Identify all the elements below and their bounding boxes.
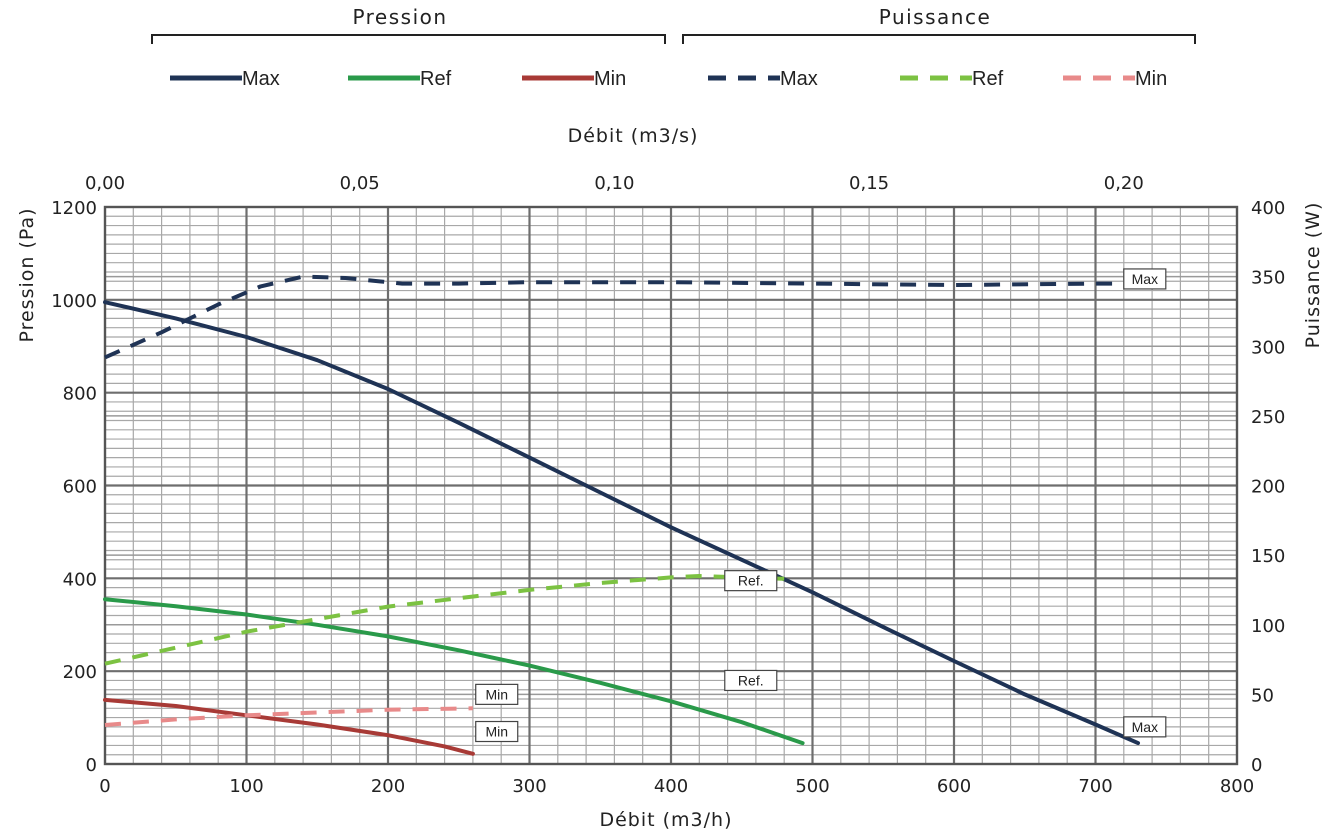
x2-axis-title: Débit (m3/s) xyxy=(568,125,699,147)
y2-tick-label: 0 xyxy=(1251,755,1262,776)
legend-group-title: Puissance xyxy=(879,5,992,29)
x-tick-label: 100 xyxy=(229,776,263,797)
legend-label: Min xyxy=(594,68,626,90)
x-tick-label: 300 xyxy=(512,776,546,797)
legend-group-bracket xyxy=(682,34,1196,44)
series-line-puissance-max xyxy=(104,274,1138,360)
annotation-label: Min xyxy=(475,683,519,705)
x-axis-title: Débit (m3/h) xyxy=(599,809,732,831)
annotation-text: Ref. xyxy=(738,672,764,688)
series-line-pression-min xyxy=(103,697,475,756)
annotation-box xyxy=(1123,268,1167,290)
x-tick-label: 700 xyxy=(1078,776,1112,797)
legend-group-title: Pression xyxy=(352,5,447,29)
annotation-text: Min xyxy=(485,724,508,740)
series-line-puissance-min xyxy=(104,706,473,727)
annotation-label: Min xyxy=(475,720,519,743)
y2-tick-label: 250 xyxy=(1251,407,1285,428)
legend-label: Ref xyxy=(972,68,1004,90)
y-tick-label: 600 xyxy=(63,477,97,498)
annotation-box xyxy=(724,669,778,692)
annotation-label: Max xyxy=(1123,268,1167,290)
x-tick-label: 200 xyxy=(371,776,405,797)
x-tick-label: 600 xyxy=(937,776,971,797)
legend-label: Max xyxy=(780,68,818,90)
x2-tick-label: 0,00 xyxy=(85,173,125,194)
x-tick-label: 0 xyxy=(99,776,110,797)
annotations: Max Max Ref. Ref. Min Min xyxy=(475,268,1167,743)
legend-label: Max xyxy=(242,68,280,90)
y-tick-label: 200 xyxy=(63,662,97,683)
y2-tick-label: 400 xyxy=(1251,198,1285,219)
y-tick-label: 800 xyxy=(63,384,97,405)
annotation-box xyxy=(475,720,519,743)
y2-tick-label: 350 xyxy=(1251,268,1285,289)
grid xyxy=(103,205,1239,766)
y2-tick-label: 300 xyxy=(1251,337,1285,358)
y-tick-label: 1000 xyxy=(51,291,97,312)
legend-group-bracket xyxy=(151,34,666,44)
annotation-box xyxy=(724,570,778,592)
y-tick-label: 0 xyxy=(86,755,97,776)
x2-tick-label: 0,05 xyxy=(340,173,380,194)
x-tick-label: 800 xyxy=(1220,776,1254,797)
y-axis-title: Pression (Pa) xyxy=(16,207,38,342)
series-line-pression-max xyxy=(103,300,1140,746)
x2-tick-label: 0,20 xyxy=(1104,173,1144,194)
y2-tick-label: 150 xyxy=(1251,546,1285,567)
series-line-pression-ref xyxy=(103,597,805,746)
y2-tick-label: 50 xyxy=(1251,685,1274,706)
legend: Pression Puissance Max Ref Min Max Ref Min xyxy=(151,5,1196,90)
x-tick-label: 500 xyxy=(795,776,829,797)
annotation-label: Max xyxy=(1123,716,1167,738)
legend-label: Min xyxy=(1135,68,1167,90)
x2-tick-label: 0,15 xyxy=(849,173,889,194)
legend-label: Ref xyxy=(420,68,452,90)
annotation-box xyxy=(475,683,519,705)
annotation-text: Min xyxy=(485,686,508,702)
plot-frame xyxy=(103,205,1239,766)
y2-tick-label: 200 xyxy=(1251,477,1285,498)
y2-tick-label: 100 xyxy=(1251,616,1285,637)
annotation-text: Max xyxy=(1132,271,1158,287)
annotation-text: Ref. xyxy=(738,573,764,589)
y-tick-label: 400 xyxy=(63,569,97,590)
annotation-label: Ref. xyxy=(724,570,778,592)
x-tick-label: 400 xyxy=(654,776,688,797)
annotation-label: Ref. xyxy=(724,669,778,692)
annotation-text: Max xyxy=(1132,719,1158,735)
annotation-box xyxy=(1123,716,1167,738)
y-tick-label: 1200 xyxy=(51,198,97,219)
y2-axis-title: Puissance (W) xyxy=(1302,202,1324,349)
x2-tick-label: 0,10 xyxy=(594,173,634,194)
